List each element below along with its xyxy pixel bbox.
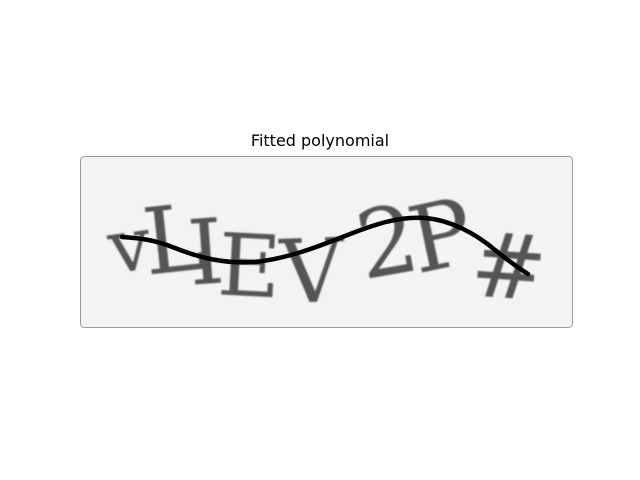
- fitted-polynomial-curve: [119, 215, 531, 277]
- figure-title: Fitted polynomial: [250, 131, 390, 150]
- captcha-glyph-hash: #: [468, 212, 551, 322]
- captcha-glyphs: v L I E V 2 P #: [102, 178, 550, 325]
- captcha-svg: v L I E V 2 P #: [80, 156, 573, 328]
- captcha-image: v L I E V 2 P #: [80, 156, 573, 328]
- captcha-glyph-E: E: [215, 215, 283, 318]
- captcha-glyph-V: V: [277, 219, 347, 324]
